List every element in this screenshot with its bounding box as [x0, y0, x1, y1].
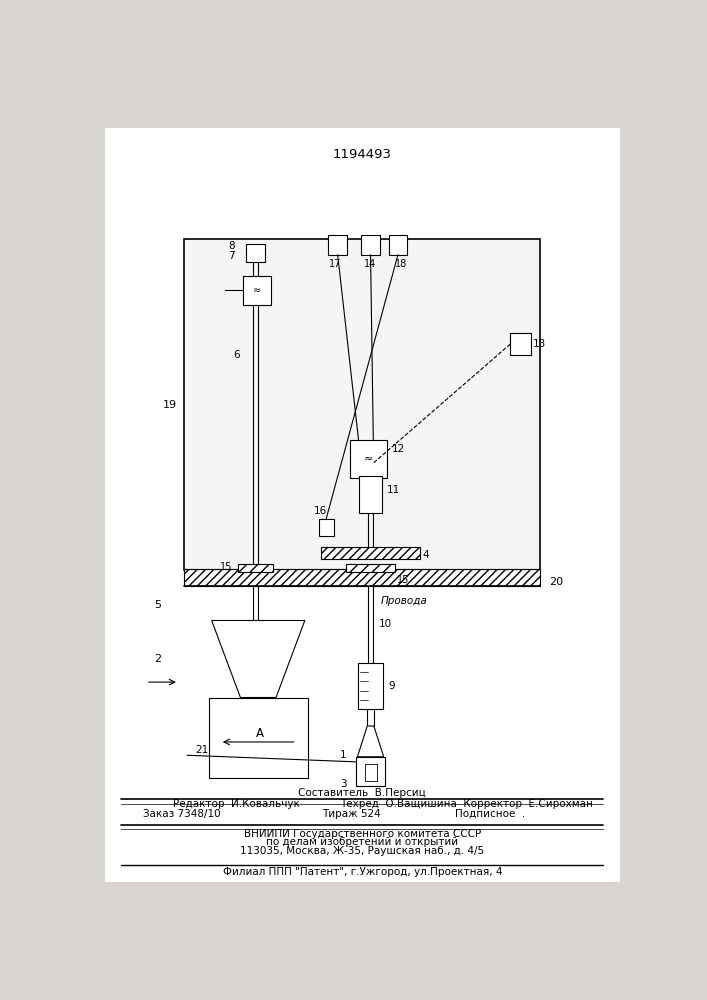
Bar — [245, 244, 265, 262]
Text: 20: 20 — [549, 577, 563, 587]
Bar — [365, 764, 377, 781]
Bar — [356, 757, 385, 786]
Text: 2: 2 — [154, 654, 161, 664]
Text: по делам изобретений и открытий: по делам изобретений и открытий — [267, 837, 458, 847]
Bar — [389, 235, 407, 255]
Text: 15: 15 — [397, 575, 409, 585]
Text: 9: 9 — [389, 681, 395, 691]
Text: 17: 17 — [329, 259, 341, 269]
Text: 7: 7 — [228, 251, 235, 261]
Bar — [361, 235, 380, 255]
Bar — [321, 547, 420, 559]
Text: Филиал ППП "Патент", г.Ужгород, ул.Проектная, 4: Филиал ППП "Патент", г.Ужгород, ул.Проек… — [223, 867, 502, 877]
Text: 13: 13 — [533, 339, 547, 349]
Text: 6: 6 — [233, 350, 240, 360]
Text: 10: 10 — [379, 619, 392, 629]
Text: 113035, Москва, Ж-35, Раушская наб., д. 4/5: 113035, Москва, Ж-35, Раушская наб., д. … — [240, 846, 484, 856]
Text: Подписное  .: Подписное . — [455, 809, 526, 819]
Text: 1194493: 1194493 — [333, 148, 392, 161]
Bar — [328, 235, 347, 255]
Text: Заказ 7348/10: Заказ 7348/10 — [144, 809, 221, 819]
Text: 8: 8 — [228, 241, 235, 251]
Polygon shape — [211, 620, 305, 698]
Text: 1: 1 — [340, 750, 346, 760]
Text: ≈: ≈ — [363, 454, 373, 464]
Bar — [350, 440, 387, 478]
Bar — [319, 519, 334, 536]
Bar — [185, 239, 540, 570]
Text: 16: 16 — [314, 506, 327, 516]
Text: ВНИИПИ Государственного комитета СССР: ВНИИПИ Государственного комитета СССР — [244, 829, 481, 839]
Text: Провода: Провода — [380, 596, 427, 606]
Text: 21: 21 — [195, 745, 209, 755]
Bar — [243, 276, 271, 305]
Polygon shape — [358, 726, 384, 757]
Text: 5: 5 — [154, 600, 161, 610]
Bar — [238, 564, 273, 572]
Text: Тираж 524: Тираж 524 — [322, 809, 381, 819]
Bar — [359, 476, 382, 513]
Text: 18: 18 — [395, 259, 407, 269]
Bar — [346, 564, 395, 572]
Text: 3: 3 — [340, 779, 346, 789]
Text: 19: 19 — [163, 400, 177, 410]
Text: 15: 15 — [220, 562, 233, 572]
Text: Редактор  И.Ковальчук: Редактор И.Ковальчук — [173, 799, 300, 809]
Text: 11: 11 — [387, 485, 399, 495]
Text: 4: 4 — [423, 550, 429, 560]
Text: 12: 12 — [392, 444, 404, 454]
Bar — [185, 569, 540, 586]
Bar — [510, 333, 531, 355]
Text: Составитель  В.Персиц: Составитель В.Персиц — [298, 788, 426, 798]
Text: ≈: ≈ — [253, 285, 261, 295]
Bar — [358, 663, 383, 709]
Bar — [209, 698, 308, 778]
Text: А: А — [256, 727, 264, 740]
Text: Техред  О.Ващишина  Корректор  Е.Сирохман: Техред О.Ващишина Корректор Е.Сирохман — [341, 799, 593, 809]
Text: 14: 14 — [364, 259, 376, 269]
